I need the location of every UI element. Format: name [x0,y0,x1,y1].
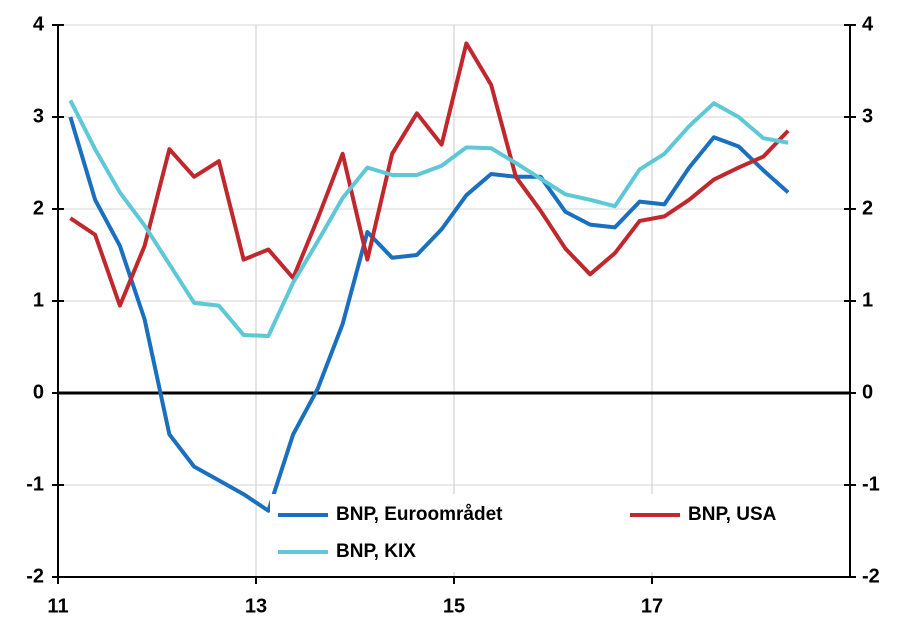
y-tick-label: 4 [33,13,45,35]
x-tick-label: 11 [47,595,68,617]
y-tick-label: -2 [26,565,44,587]
y-tick-label: 2 [33,197,44,219]
y-tick-label: 0 [33,381,44,403]
y2-tick-label: 4 [862,13,874,35]
y2-tick-label: 2 [862,197,873,219]
y-tick-label: 3 [33,105,44,127]
series-line [69,41,790,308]
legend-box [270,494,845,572]
y2-tick-label: -2 [862,565,880,587]
legend-label: BNP, KIX [336,541,416,562]
y2-tick-label: 3 [862,105,873,127]
y2-tick-label: -1 [862,473,880,495]
y2-tick-label: 0 [862,381,873,403]
x-tick-label: 17 [641,595,663,617]
series-line [68,99,789,338]
x-tick-label: 13 [245,595,267,617]
x-tick-label: 15 [443,595,465,617]
legend-label: BNP, USA [688,504,777,525]
y2-tick-label: 1 [862,289,873,311]
legend-label: BNP, Euroområdet [336,504,503,525]
series-line [68,116,790,513]
y-tick-label: -1 [26,473,44,495]
y-tick-label: 1 [33,289,44,311]
